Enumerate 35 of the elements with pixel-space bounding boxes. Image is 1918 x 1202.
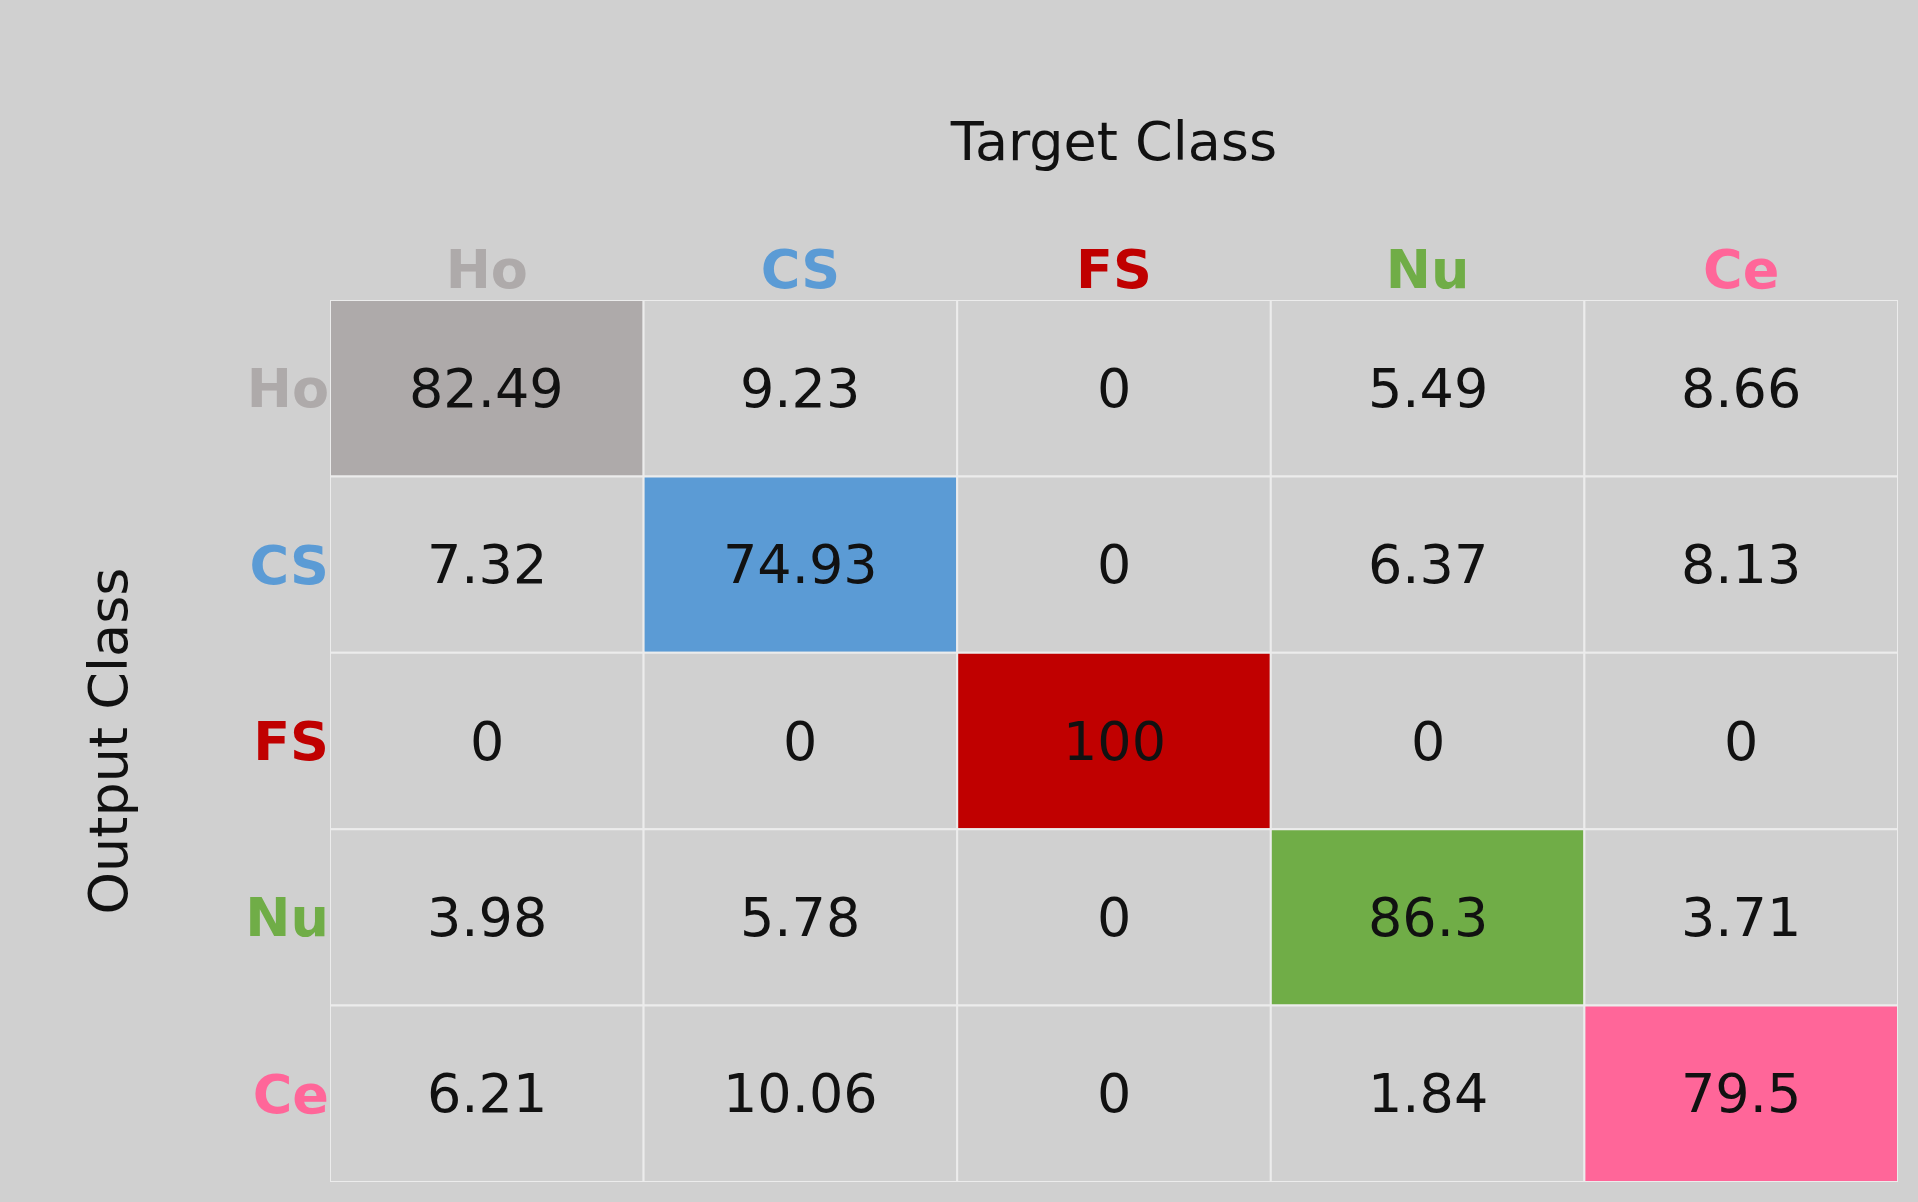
x-tick-label: Nu: [1385, 238, 1470, 302]
data-label: 0: [1097, 1062, 1132, 1125]
data-label: 6.21: [427, 1062, 548, 1125]
data-label: 8.66: [1681, 357, 1802, 420]
data-label: 3.71: [1681, 886, 1802, 949]
y-tick-label: Ce: [252, 1062, 329, 1126]
data-label: 74.93: [723, 533, 878, 596]
data-label: 100: [1063, 710, 1167, 773]
data-label: 3.98: [427, 886, 548, 949]
data-label: 79.5: [1681, 1062, 1802, 1125]
x-tick-label: FS: [1076, 238, 1152, 302]
data-label: 0: [1097, 886, 1132, 949]
y-tick-label: Nu: [245, 886, 329, 950]
data-label: 7.32: [427, 533, 548, 596]
data-label: 9.23: [740, 357, 861, 420]
x-axis-title: Target Class: [949, 109, 1278, 173]
data-label: 82.49: [409, 357, 564, 420]
data-label: 0: [1411, 710, 1446, 773]
y-tick-label: FS: [253, 709, 329, 773]
data-label: 0: [1724, 710, 1759, 773]
data-label: 5.78: [740, 886, 861, 949]
data-label: 10.06: [723, 1062, 878, 1125]
y-axis-title: Output Class: [76, 567, 140, 915]
data-label: 0: [1097, 533, 1132, 596]
data-label: 1.84: [1368, 1062, 1489, 1125]
data-label: 86.3: [1368, 886, 1489, 949]
data-label: 6.37: [1368, 533, 1489, 596]
data-label: 0: [1097, 357, 1132, 420]
y-tick-label: CS: [249, 533, 329, 597]
data-label: 0: [470, 710, 505, 773]
data-label: 5.49: [1368, 357, 1489, 420]
x-tick-label: CS: [760, 238, 841, 302]
data-label: 8.13: [1681, 533, 1802, 596]
x-tick-label: Ce: [1703, 238, 1780, 302]
data-label: 0: [783, 710, 818, 773]
